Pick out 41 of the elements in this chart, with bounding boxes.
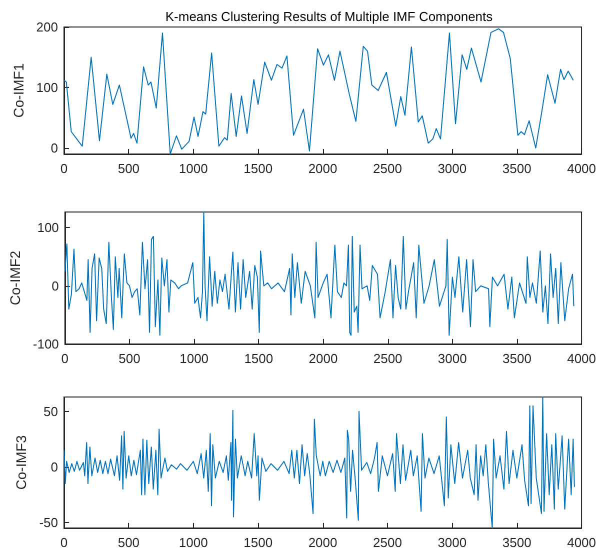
y-tick-label: 100 [37, 220, 59, 236]
x-tick-label: 3000 [438, 351, 467, 366]
x-tick-label: 500 [118, 351, 140, 366]
line-series [64, 28, 574, 154]
x-tick-label: 2000 [308, 535, 338, 550]
x-tick-label: 4000 [567, 535, 596, 550]
x-tick-label: 2500 [373, 535, 402, 550]
x-tick-label: 4000 [567, 161, 596, 176]
chart-title: K-means Clustering Results of Multiple IMF Components [165, 9, 494, 24]
y-tick-label: 50 [44, 404, 58, 419]
x-tick-label: 500 [118, 161, 140, 176]
y-tick-label: 0 [52, 278, 59, 294]
x-tick-label: 3000 [438, 161, 467, 176]
y-axis-title: Co-IMF1 [10, 63, 26, 118]
y-tick-label: 100 [36, 80, 58, 95]
x-tick-label: 2500 [373, 351, 402, 366]
x-tick-label: 3500 [502, 161, 532, 176]
x-tick-label: 1500 [244, 351, 274, 366]
x-tick-label: 0 [61, 351, 69, 366]
y-tick-label: 0 [50, 140, 58, 156]
x-tick-label: 3500 [502, 535, 532, 550]
x-tick-label: 2000 [308, 161, 338, 176]
x-tick-label: 3500 [502, 351, 532, 366]
y-tick-label: 0 [50, 459, 58, 474]
x-tick-label: 1000 [180, 351, 209, 366]
line-series [64, 212, 574, 336]
y-tick-label: -50 [39, 514, 58, 530]
x-tick-label: 1500 [244, 161, 273, 176]
y-tick-label: -100 [32, 336, 59, 352]
y-tick-label: 200 [36, 20, 58, 34]
x-tick-label: 3000 [438, 535, 467, 550]
x-tick-label: 1500 [244, 535, 273, 550]
y-axis-title: Co-IMF3 [13, 435, 29, 490]
x-tick-label: 2500 [373, 161, 402, 176]
x-tick-label: 500 [118, 535, 140, 550]
x-tick-label: 2000 [308, 351, 338, 366]
x-tick-label: 1000 [178, 161, 208, 176]
x-tick-label: 4000 [567, 351, 596, 366]
y-axis-title: Co-IMF2 [7, 250, 23, 306]
line-series [64, 396, 575, 528]
x-tick-label: 1000 [178, 535, 208, 550]
